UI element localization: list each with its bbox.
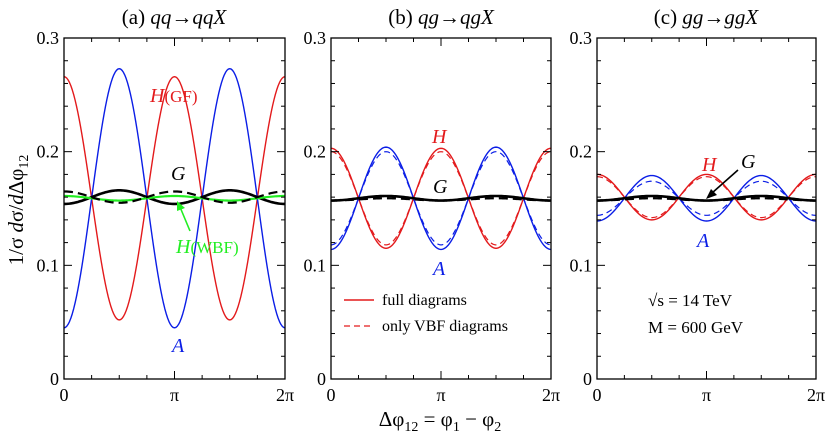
series-h-full [597, 173, 816, 221]
label-A: A [695, 230, 710, 252]
y-tick-label: 0 [317, 369, 326, 389]
panel-c-title: (c) gg→ggX [654, 5, 760, 29]
panel-a-ticks: 0 0.1 0.2 0.3 0 π 2π [37, 28, 295, 405]
label-H-WBF: H(WBF) [175, 236, 239, 258]
series-a-only-vbf [331, 151, 551, 246]
series-g-full [597, 194, 816, 202]
x-axis-label: Δφ12 = φ1 − φ2 [379, 407, 502, 434]
label-G: G [433, 176, 448, 198]
series-h-full [331, 147, 551, 249]
panel-b-curves [331, 146, 551, 251]
y-tick-label: 0 [583, 369, 592, 389]
legend-vbf-label: only VBF diagrams [382, 318, 508, 335]
series-g-only-vbf [331, 197, 551, 202]
y-axis-label: 1/σ dσ/dΔφ12 [4, 155, 32, 266]
y-tick-label: 0.1 [37, 255, 60, 275]
label-G: G [171, 163, 186, 185]
series-g-full [331, 194, 551, 202]
series-a-only-vbf [597, 180, 816, 216]
panel-a-labels: H(GF) G H(WBF) A [149, 85, 239, 357]
panel-c-ticks: 0 0.1 0.2 0.3 0 π 2π [570, 28, 826, 405]
panel-a-curves [64, 67, 285, 329]
series-g-only-vbf [597, 197, 816, 202]
series-a [64, 67, 285, 329]
panel-b-ticks: 0 0.1 0.2 0.3 0 π 2π [304, 28, 561, 405]
panel-b: (b) qg→qgX 0 0.1 0.2 0.3 0 π 2π H G A full dia… [304, 5, 561, 405]
x-tick-label: 2π [542, 385, 560, 405]
info-box: √s = 14 TeV M = 600 GeV [648, 291, 744, 337]
series-h-gf [64, 75, 285, 321]
x-tick-label: 0 [60, 385, 69, 405]
legend: full diagrams only VBF diagrams [344, 292, 508, 335]
label-H: H [431, 126, 448, 148]
x-tick-label: 2π [276, 385, 294, 405]
y-tick-label: 0.2 [37, 142, 60, 162]
label-H: H [701, 154, 718, 176]
y-tick-label: 0.3 [304, 28, 327, 48]
x-tick-label: 2π [807, 385, 825, 405]
panel-c-curves [597, 173, 816, 222]
y-tick-label: 0.3 [37, 28, 60, 48]
x-tick-label: 0 [327, 385, 336, 405]
y-tick-label: 0.1 [570, 255, 593, 275]
svg-text:Δφ12 = φ1 − φ2: Δφ12 = φ1 − φ2 [379, 407, 502, 434]
arrowhead-H-WBF [177, 201, 185, 211]
label-A: A [170, 335, 185, 357]
series-h-only-vbf [597, 176, 816, 219]
label-G: G [741, 151, 756, 173]
panel-c: (c) gg→ggX 0 0.1 0.2 0.3 0 π 2π H G A √s = 14 … [570, 5, 826, 405]
info-energy: √s = 14 TeV [648, 291, 733, 310]
label-H-GF: H(GF) [149, 85, 198, 107]
panel-a: (a) qq→qqX 0 0.1 0.2 0.3 0 π 2π H(GF) G H(WBF)… [37, 5, 295, 405]
x-tick-label: π [702, 385, 711, 405]
panel-a-title: (a) qq→qqX [122, 5, 228, 29]
arrow-G [711, 169, 739, 194]
panel-b-labels: H G A [431, 126, 448, 280]
label-A: A [431, 258, 446, 280]
x-tick-label: 0 [593, 385, 602, 405]
series-a-full [331, 146, 551, 251]
y-tick-label: 0.2 [570, 142, 593, 162]
arrow-H-WBF [179, 206, 191, 232]
y-tick-label: 0 [50, 369, 59, 389]
y-tick-label: 0.1 [304, 255, 327, 275]
y-tick-label: 0.3 [570, 28, 593, 48]
y-tick-label: 0.2 [304, 142, 327, 162]
series-a-full [597, 174, 816, 222]
arrowhead-G [706, 189, 717, 199]
panel-c-labels: H G A [695, 151, 756, 252]
series-g [64, 189, 285, 206]
legend-full-label: full diagrams [382, 292, 467, 309]
info-mass: M = 600 GeV [648, 318, 744, 337]
svg-text:1/σ dσ/dΔφ12: 1/σ dσ/dΔφ12 [4, 155, 32, 266]
x-tick-label: π [170, 385, 179, 405]
series-h-only-vbf [331, 151, 551, 246]
panel-b-title: (b) qg→qgX [388, 5, 495, 29]
x-tick-label: π [436, 385, 445, 405]
series-g-only-vbf-diagrams [64, 190, 285, 204]
